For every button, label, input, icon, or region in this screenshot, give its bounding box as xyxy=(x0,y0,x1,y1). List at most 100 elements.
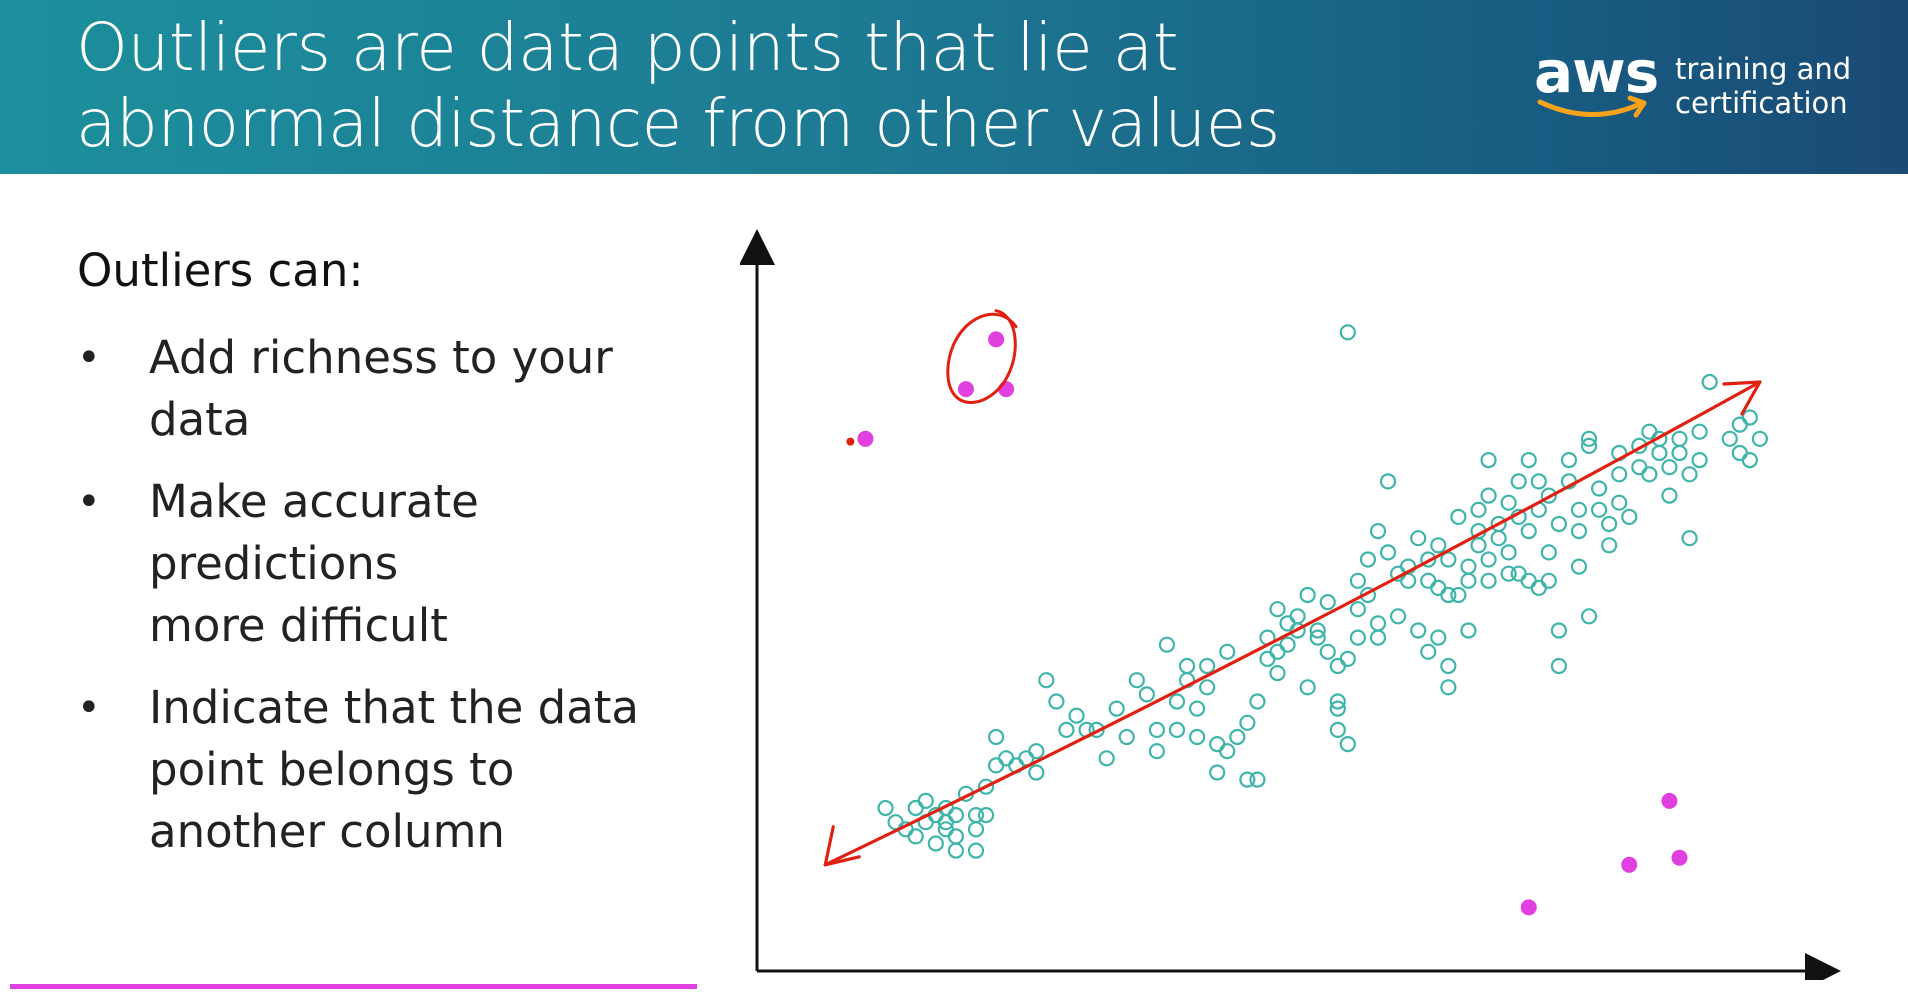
inlier-point xyxy=(1611,466,1628,483)
inlier-point xyxy=(1440,586,1457,604)
inlier-point xyxy=(1651,430,1668,447)
inlier-point xyxy=(1058,721,1075,738)
inlier-point xyxy=(947,806,964,824)
inlier-point xyxy=(1681,466,1698,483)
inlier-point xyxy=(1460,572,1477,589)
scatter-plot xyxy=(740,229,1841,980)
tagline-line-1: training and xyxy=(1675,52,1852,86)
slide-title: Outliers are data points that lie at abn… xyxy=(76,10,1280,162)
inlier-point xyxy=(1259,650,1276,667)
inlier-point xyxy=(1590,480,1608,497)
trend-arrowhead-start xyxy=(823,825,861,867)
inlier-point xyxy=(1349,572,1367,589)
inlier-point xyxy=(1239,714,1256,731)
inlier-point xyxy=(967,821,985,838)
inlier-point xyxy=(1480,487,1497,504)
inlier-point xyxy=(1450,508,1467,525)
inlier-point xyxy=(1550,657,1568,675)
inlier-point xyxy=(1249,771,1266,788)
tagline-line-2: certification xyxy=(1675,86,1848,120)
inlier-point xyxy=(1661,487,1678,504)
inlier-point xyxy=(1369,615,1387,632)
inlier-point xyxy=(1570,558,1588,575)
inlier-point xyxy=(1641,423,1658,440)
inlier-point xyxy=(1430,579,1447,596)
inlier-point xyxy=(1209,735,1226,753)
inlier-point xyxy=(1309,629,1326,646)
video-progress-bar[interactable] xyxy=(10,984,697,989)
inlier-point xyxy=(977,806,995,824)
outlier-circle-annotation xyxy=(946,309,1018,404)
outlier-point xyxy=(1661,792,1678,809)
inlier-point xyxy=(1410,622,1427,639)
inlier-point xyxy=(1098,750,1115,767)
inlier-point xyxy=(1611,494,1628,511)
slide-body: Outliers can: • Add richness to your dat… xyxy=(77,244,717,883)
inlier-point xyxy=(1339,650,1356,667)
inlier-point xyxy=(1741,452,1758,469)
inlier-point xyxy=(1038,672,1055,689)
inlier-point xyxy=(1339,735,1356,753)
pen-mark xyxy=(846,437,855,446)
inlier-point xyxy=(967,842,985,859)
inlier-point xyxy=(1068,707,1085,724)
inlier-point xyxy=(917,792,934,810)
inlier-point xyxy=(1470,537,1487,554)
inlier-point xyxy=(1410,530,1427,547)
inlier-point xyxy=(907,799,924,817)
bullet-list: • Add richness to your data • Make accur… xyxy=(77,327,717,863)
outliers-heading: Outliers can: xyxy=(77,244,364,297)
inlier-point xyxy=(1510,565,1527,582)
inlier-point xyxy=(1731,416,1748,433)
annotations xyxy=(823,309,1762,867)
inlier-point xyxy=(1440,679,1457,696)
inlier-point xyxy=(1048,693,1065,710)
inlier-point xyxy=(1239,771,1256,788)
bullet-icon: • xyxy=(77,335,101,381)
inlier-point xyxy=(1601,537,1618,554)
inlier-point xyxy=(1621,508,1638,525)
inlier-point xyxy=(988,757,1005,774)
inlier-point xyxy=(1440,657,1457,675)
inlier-point xyxy=(927,835,944,852)
inlier-point xyxy=(1028,743,1045,760)
bullet-2-line-3: more difficult xyxy=(149,599,448,652)
inlier-point xyxy=(1349,601,1367,618)
inlier-point xyxy=(947,842,964,859)
trend-arrow xyxy=(823,380,1762,867)
inlier-point xyxy=(1379,544,1397,561)
inlier-point xyxy=(1168,693,1186,710)
inlier-point xyxy=(1420,643,1437,660)
outlier-point xyxy=(998,381,1015,398)
inlier-point xyxy=(1681,530,1698,547)
inlier-point xyxy=(1520,452,1537,469)
inlier-point xyxy=(1721,430,1738,447)
inlier-point xyxy=(1460,558,1477,575)
inlier-point xyxy=(1319,594,1336,611)
inlier-point xyxy=(998,750,1015,767)
inlier-point xyxy=(1118,728,1135,746)
inlier-point xyxy=(1500,565,1517,582)
inlier-point xyxy=(1500,544,1517,561)
inlier-point xyxy=(1580,608,1598,625)
inlier-point xyxy=(1440,551,1457,568)
bullet-3-line-2: point belongs to xyxy=(149,743,515,796)
bullet-item: • Make accurate predictions more difficu… xyxy=(77,471,717,657)
outlier-point xyxy=(1621,856,1638,873)
inlier-point xyxy=(1189,728,1206,746)
bullet-icon: • xyxy=(77,685,101,731)
inlier-point xyxy=(1189,700,1206,717)
inlier-point xyxy=(1199,679,1216,696)
inlier-point xyxy=(1279,615,1296,632)
inlier-point xyxy=(1329,721,1346,738)
bullet-icon: • xyxy=(77,479,101,525)
inlier-point xyxy=(1299,586,1316,604)
inlier-point xyxy=(1319,643,1336,660)
inlier-point xyxy=(1580,437,1598,454)
inlier-point xyxy=(1540,487,1557,504)
inlier-point xyxy=(1480,551,1497,568)
outlier-point xyxy=(957,381,974,398)
inlier-point xyxy=(1400,572,1417,589)
inlier-point xyxy=(1510,473,1527,490)
inlier-point xyxy=(1550,622,1568,639)
